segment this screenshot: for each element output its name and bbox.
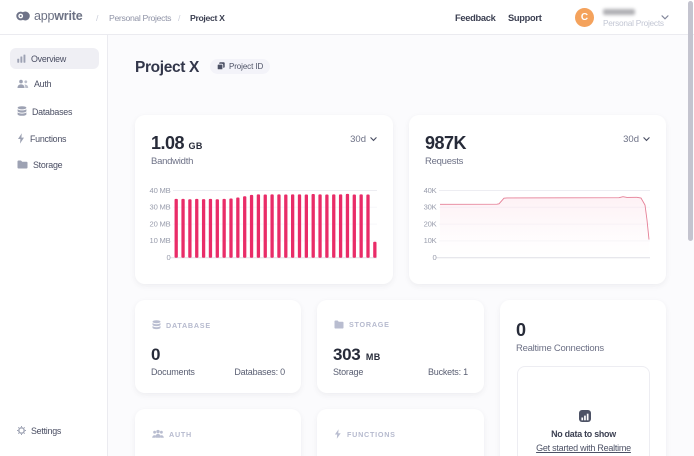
svg-text:10K: 10K — [424, 236, 437, 245]
svg-text:20K: 20K — [424, 219, 437, 228]
svg-text:10 MB: 10 MB — [150, 236, 171, 245]
svg-text:0: 0 — [166, 253, 170, 262]
svg-text:30 MB: 30 MB — [150, 203, 171, 212]
svg-text:30K: 30K — [424, 203, 437, 212]
svg-text:40 MB: 40 MB — [150, 186, 171, 195]
svg-text:20 MB: 20 MB — [150, 219, 171, 228]
svg-text:40K: 40K — [424, 186, 437, 195]
svg-text:0: 0 — [432, 253, 436, 262]
